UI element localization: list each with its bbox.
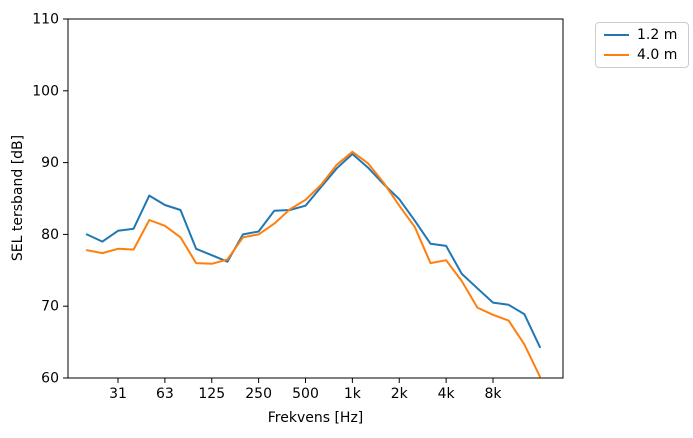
- x-tick-label: 63: [156, 386, 174, 402]
- y-tick-label: 60: [41, 371, 59, 387]
- y-tick-label: 90: [41, 155, 59, 171]
- legend-line-swatch: [604, 54, 629, 56]
- x-axis-ticks: 31 63 125 250 500 1k 2k 4k 8k: [109, 378, 502, 402]
- y-axis-label: SEL tersband [dB]: [10, 134, 26, 262]
- x-tick-label: 125: [198, 386, 225, 402]
- x-tick-label: 31: [109, 386, 127, 402]
- x-tick-label: 250: [245, 386, 272, 402]
- x-tick-label: 1k: [344, 386, 362, 402]
- x-tick-label: 500: [292, 386, 319, 402]
- series-line-1.2m: [85, 153, 541, 349]
- y-tick-label: 80: [41, 227, 59, 243]
- y-tick-label: 110: [32, 12, 59, 28]
- legend-line-swatch: [604, 34, 629, 36]
- x-axis-label: Frekvens [Hz]: [267, 410, 364, 426]
- x-tick-label: 8k: [484, 386, 502, 402]
- legend-entry: 1.2 m: [604, 27, 680, 43]
- legend-label: 4.0 m: [637, 47, 678, 63]
- y-tick-label: 70: [41, 299, 59, 315]
- y-axis-ticks: 60 70 80 90 100 110: [32, 12, 68, 387]
- series-line-4.0m: [85, 150, 541, 378]
- y-tick-label: 100: [32, 83, 59, 99]
- legend: 1.2 m 4.0 m: [595, 22, 689, 68]
- legend-entry: 4.0 m: [604, 47, 680, 63]
- legend-label: 1.2 m: [637, 27, 678, 43]
- plot-spines: [67, 18, 564, 379]
- x-tick-label: 2k: [391, 386, 409, 402]
- x-tick-label: 4k: [438, 386, 456, 402]
